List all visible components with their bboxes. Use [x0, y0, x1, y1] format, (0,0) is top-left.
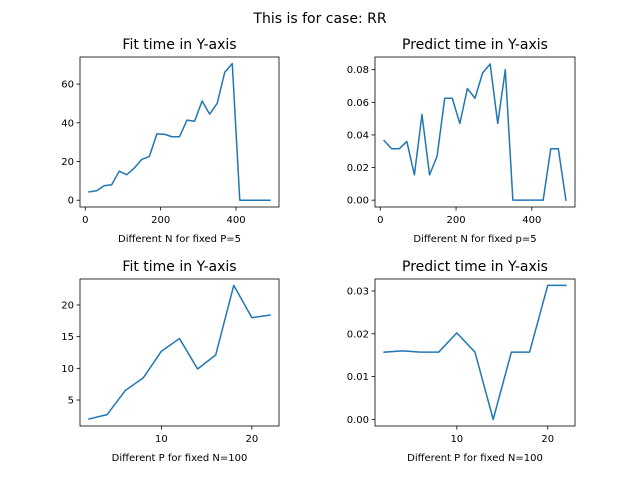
x-tick-label: 0: [377, 215, 383, 226]
x-tick-label: 400: [522, 215, 541, 226]
x-tick-label: 200: [151, 215, 170, 226]
x-tick-label: 20: [245, 434, 258, 445]
axes-frame: [79, 278, 280, 427]
x-axis-label: Different N for fixed p=5: [413, 234, 536, 245]
x-tick-label: 0: [82, 215, 88, 226]
y-tick-label: 0.00: [347, 196, 369, 207]
x-tick-label: 400: [226, 215, 245, 226]
chart-panel-4: Predict time in Y-axis 10 20 0.00 0.01 0.02 0.…: [347, 259, 576, 464]
series-line: [383, 63, 567, 202]
x-tick-label: 10: [155, 434, 168, 445]
y-tick-label: 15: [61, 332, 74, 343]
y-tick-label: 5: [68, 396, 74, 407]
y-tick-label: 60: [61, 80, 74, 91]
x-tick-label: 200: [447, 215, 466, 226]
axes-frame: [374, 56, 576, 208]
series-line: [383, 284, 567, 421]
y-tick-label: 20: [61, 300, 74, 311]
x-tick-label: 20: [541, 434, 554, 445]
figure-suptitle: This is for case: RR: [252, 11, 386, 27]
y-tick-label: 10: [61, 364, 74, 375]
chart-title: Predict time in Y-axis: [402, 37, 548, 53]
y-tick-label: 0.08: [347, 65, 369, 76]
y-tick-label: 0.06: [347, 98, 369, 109]
chart-title: Fit time in Y-axis: [122, 259, 236, 275]
series-line: [88, 284, 271, 420]
x-axis-label: Different N for fixed P=5: [118, 234, 241, 245]
y-tick-label: 0.03: [347, 286, 369, 297]
axes-frame: [79, 56, 280, 208]
axes-frame: [374, 278, 576, 427]
x-tick-label: 10: [450, 434, 463, 445]
chart-panel-3: Fit time in Y-axis 10 20 5 10 15 20 Different P…: [61, 259, 280, 464]
y-tick-label: 0.02: [347, 329, 369, 340]
chart-title: Fit time in Y-axis: [122, 37, 236, 53]
x-axis-label: Different P for fixed N=100: [112, 453, 248, 464]
y-tick-label: 20: [61, 157, 74, 168]
y-tick-label: 0.02: [347, 163, 369, 174]
chart-panel-1: Fit time in Y-axis 0 200 400 0 20 40 60 Differen…: [61, 37, 280, 245]
chart-panel-2: Predict time in Y-axis 0 200 400 0.00 0.02 0.0…: [347, 37, 576, 245]
y-tick-label: 0.01: [347, 372, 369, 383]
y-tick-label: 0.04: [347, 130, 369, 141]
chart-title: Predict time in Y-axis: [402, 259, 548, 275]
x-axis-label: Different P for fixed N=100: [407, 453, 543, 464]
series-line: [88, 62, 271, 201]
y-tick-label: 0.00: [347, 415, 369, 426]
y-tick-label: 0: [68, 196, 74, 207]
y-tick-label: 40: [61, 118, 74, 129]
